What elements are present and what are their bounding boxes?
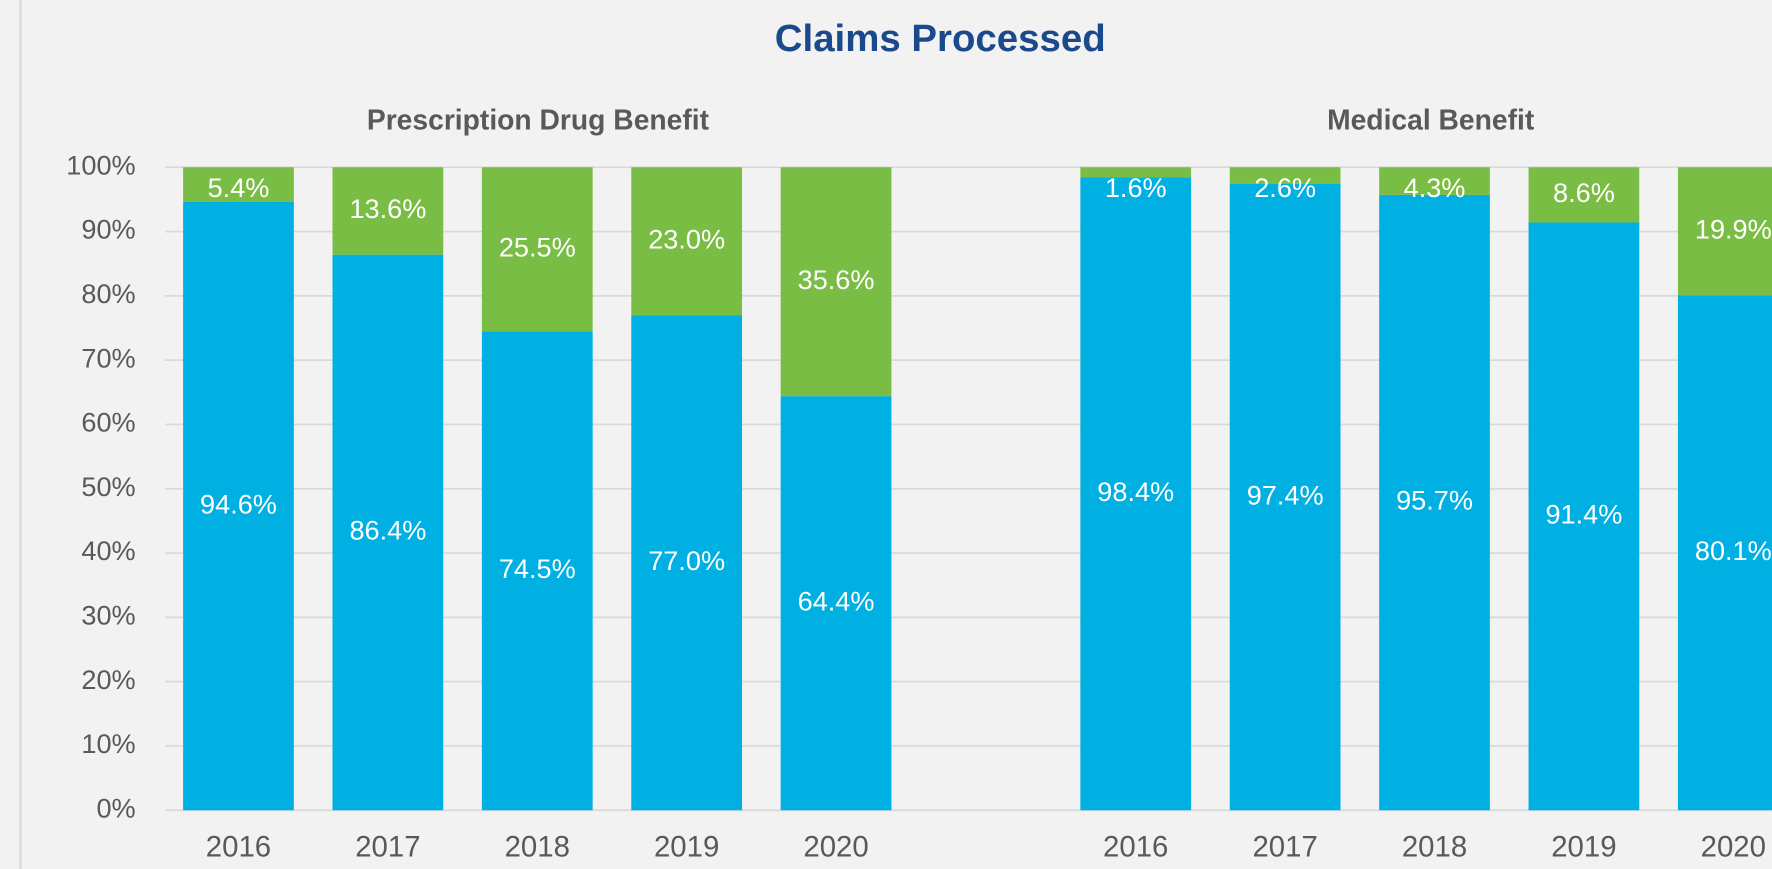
data-label: 1.6% [1105, 172, 1167, 203]
data-label: 25.5% [499, 231, 576, 262]
x-tick-label: 2020 [1701, 830, 1766, 863]
x-tick-label: 2019 [654, 830, 719, 863]
data-label: 5.4% [208, 172, 270, 203]
y-tick-label: 0% [96, 792, 135, 823]
bar-segment [183, 201, 294, 811]
bar-segment [332, 254, 444, 811]
bar-segment [481, 331, 593, 811]
panel-title: Prescription Drug Benefit [367, 104, 710, 136]
x-tick-label: 2018 [1402, 830, 1467, 863]
bar-segment [631, 315, 743, 811]
x-tick-label: 2017 [355, 830, 420, 863]
data-label: 86.4% [349, 515, 426, 546]
data-label: 23.0% [648, 223, 725, 254]
panel-title: Medical Benefit [1327, 104, 1535, 136]
data-label: 95.7% [1396, 485, 1473, 516]
y-tick-label: 10% [81, 728, 135, 759]
bar-segment [1229, 183, 1341, 811]
y-tick-label: 90% [81, 214, 135, 245]
data-label: 80.1% [1695, 535, 1772, 566]
x-tick-label: 2017 [1252, 830, 1317, 863]
bar-segment [183, 167, 294, 202]
data-label: 77.0% [648, 545, 725, 576]
data-label: 4.3% [1404, 172, 1466, 203]
x-tick-label: 2020 [803, 830, 868, 863]
data-label: 74.5% [499, 553, 576, 584]
data-label: 8.6% [1553, 177, 1615, 208]
y-tick-label: 50% [81, 471, 135, 502]
data-label: 19.9% [1695, 213, 1772, 244]
data-label: 94.6% [200, 488, 277, 519]
bar-segment [1080, 177, 1192, 811]
y-tick-label: 30% [81, 599, 135, 630]
y-tick-label: 80% [81, 278, 135, 309]
data-label: 64.4% [798, 585, 875, 616]
data-label: 2.6% [1254, 172, 1316, 203]
data-label: 97.4% [1247, 479, 1324, 510]
x-tick-label: 2019 [1551, 830, 1616, 863]
bar-segment [481, 167, 593, 332]
bar-segment [1229, 167, 1341, 184]
bar-segment [1528, 167, 1640, 223]
data-label: 13.6% [349, 193, 426, 224]
bar-segment [332, 167, 444, 255]
y-tick-label: 60% [81, 407, 135, 438]
y-tick-label: 20% [81, 664, 135, 695]
bar-segment [1677, 295, 1772, 811]
bar-segment [1528, 222, 1640, 811]
y-tick-label: 100% [66, 149, 135, 180]
bar-segment [1379, 194, 1490, 811]
bar-segment [1677, 167, 1772, 296]
bar-segment [780, 396, 892, 811]
bar-segment [631, 167, 743, 316]
bar-segment [1080, 167, 1192, 178]
x-tick-label: 2018 [505, 830, 570, 863]
x-tick-label: 2016 [1103, 830, 1168, 863]
data-label: 98.4% [1097, 476, 1174, 507]
data-label: 35.6% [798, 264, 875, 295]
y-tick-label: 40% [81, 535, 135, 566]
chart-title: Claims Processed [775, 17, 1106, 60]
y-tick-label: 70% [81, 342, 135, 373]
data-label: 91.4% [1545, 499, 1622, 530]
x-tick-label: 2016 [206, 830, 271, 863]
bar-segment [1379, 167, 1490, 195]
bar-segment [780, 167, 892, 397]
